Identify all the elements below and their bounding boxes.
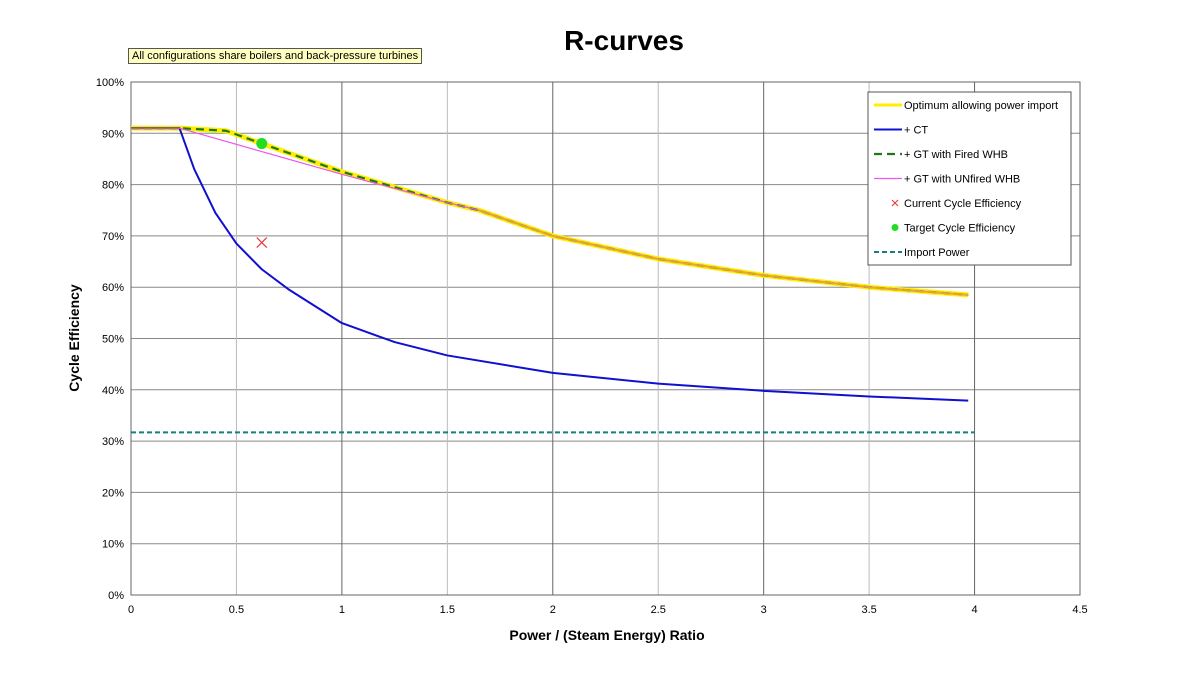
y-tick-label: 100% [96, 77, 124, 89]
legend-x-icon [891, 199, 899, 207]
x-tick-label: 0.5 [229, 604, 244, 616]
legend-item: + GT with UNfired WHB [874, 174, 1020, 186]
series-line-2 [131, 127, 969, 296]
legend-item: + GT with Fired WHB [874, 149, 1008, 161]
legend-label: + GT with Fired WHB [904, 149, 1008, 161]
y-tick-label: 50% [102, 334, 124, 346]
y-tick-label: 10% [102, 539, 124, 551]
legend-item: Optimum allowing power import [874, 100, 1058, 112]
legend-item: + CT [874, 125, 928, 137]
y-tick-label: 90% [102, 128, 124, 140]
series-line-3 [131, 127, 969, 296]
legend-item: Import Power [874, 247, 970, 259]
x-tick-label: 4.5 [1072, 604, 1087, 616]
x-mark [256, 237, 268, 249]
x-tick-label: 3.5 [861, 604, 876, 616]
legend-item: Current Cycle Efficiency [891, 198, 1022, 210]
y-axis-label: Cycle Efficiency [66, 284, 82, 392]
legend-item: Target Cycle Efficiency [891, 223, 1016, 235]
y-tick-label: 70% [102, 231, 124, 243]
y-tick-label: 60% [102, 282, 124, 294]
legend-label: + GT with UNfired WHB [904, 174, 1020, 186]
target-cycle-efficiency-marker [256, 138, 268, 150]
x-tick-label: 3 [761, 604, 767, 616]
series-line-1 [131, 127, 969, 402]
x-tick-label: 1 [339, 604, 345, 616]
plot-area-border [130, 81, 1081, 596]
x-tick-label: 4 [971, 604, 977, 616]
chart-annotation: All configurations share boilers and bac… [128, 48, 423, 64]
legend-label: + CT [904, 125, 928, 137]
legend-label: Optimum allowing power import [904, 100, 1058, 112]
current-cycle-efficiency-marker [256, 237, 268, 249]
chart-title: R-curves [564, 25, 684, 56]
series-line-0 [131, 125, 969, 298]
x-axis-label: Power / (Steam Energy) Ratio [509, 627, 704, 643]
legend-label: Import Power [904, 247, 970, 259]
y-tick-label: 20% [102, 487, 124, 499]
y-tick-label: 30% [102, 436, 124, 448]
legend-label: Current Cycle Efficiency [904, 198, 1022, 210]
legend-label: Target Cycle Efficiency [904, 223, 1016, 235]
legend-dot-icon [891, 224, 899, 231]
x-tick-label: 1.5 [440, 604, 455, 616]
y-tick-label: 0% [108, 590, 124, 602]
x-tick-label: 2 [550, 604, 556, 616]
y-tick-label: 80% [102, 180, 124, 192]
x-tick-label: 0 [128, 604, 134, 616]
y-tick-label: 40% [102, 385, 124, 397]
merged-curve-overlay [478, 209, 969, 296]
x-tick-label: 2.5 [651, 604, 666, 616]
